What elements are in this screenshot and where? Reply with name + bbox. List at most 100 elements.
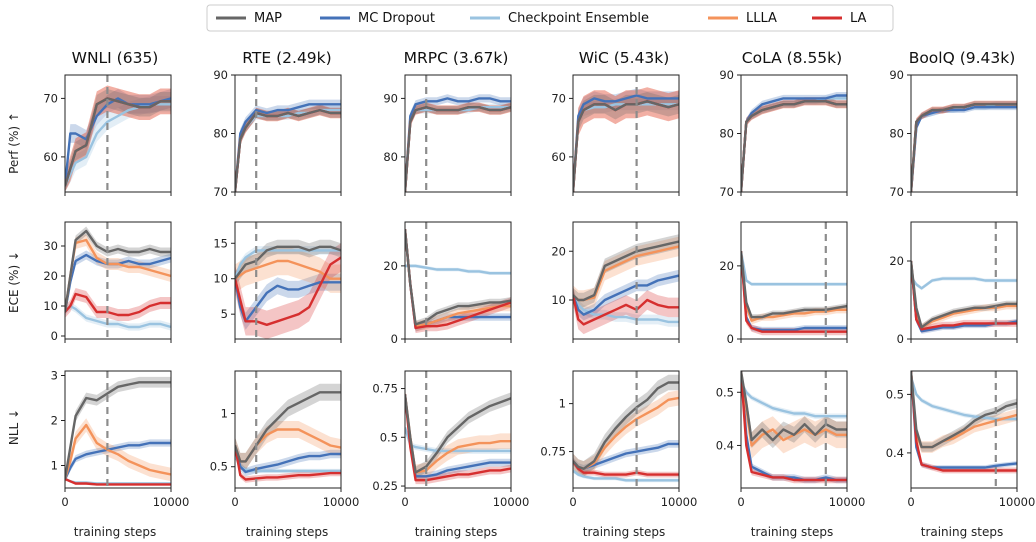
frame-ece-wnli-635 bbox=[64, 221, 172, 340]
frame-perf-rte-2-49k bbox=[234, 74, 342, 193]
line-checkpoint-ensemble-ece-boolq-9-43k bbox=[911, 275, 1017, 290]
y-tick-label-perf-wic-5-43k: 70 bbox=[551, 91, 566, 105]
line-la-nll-boolq-9-43k bbox=[911, 371, 1017, 472]
line-la-ece-boolq-9-43k bbox=[911, 260, 1017, 331]
legend-entry-map: MAP bbox=[216, 11, 282, 26]
x-axis-titles: training steps training steps training s… bbox=[74, 525, 1004, 539]
y-tick-label-perf-mrpc-3-67k: 90 bbox=[383, 91, 398, 105]
y-tick-label-nll-boolq-9-43k: 0.4 bbox=[886, 446, 904, 460]
line-mc-dropout-nll-cola-8-55k bbox=[741, 371, 847, 482]
y-tick-label-ece-mrpc-3-67k: 0 bbox=[391, 332, 398, 346]
panel-ece-wic-5-43k: 10 20 bbox=[551, 221, 680, 343]
y-tick-label-ece-wnli-635: 0 bbox=[51, 329, 58, 343]
y-tick-label-perf-boolq-9-43k: 70 bbox=[889, 185, 904, 199]
plot-area-ece-boolq-9-43k bbox=[911, 222, 1017, 339]
column-titles: WNLI (635) RTE (2.49k) MRPC (3.67k) WiC … bbox=[72, 49, 1016, 67]
band-la-ece-boolq-9-43k bbox=[911, 257, 1017, 333]
y-tick-label-perf-cola-8-55k: 90 bbox=[719, 68, 734, 82]
column-title-wic: WiC (5.43k) bbox=[579, 49, 670, 67]
line-map-perf-rte-2-49k bbox=[235, 108, 341, 192]
frame-nll-mrpc-3-67k bbox=[404, 370, 512, 489]
line-checkpoint-ensemble-perf-rte-2-49k bbox=[235, 108, 341, 192]
y-tick-label-nll-wic-5-43k: 1 bbox=[559, 397, 566, 411]
plot-area-nll-wnli-635 bbox=[65, 371, 171, 488]
panel-ece-boolq-9-43k: 0 20 bbox=[889, 221, 1018, 346]
legend-label-la: LA bbox=[850, 11, 867, 26]
legend-label-llla: LLLA bbox=[746, 11, 777, 26]
band-checkpoint-ensemble-ece-boolq-9-43k bbox=[911, 274, 1017, 291]
band-la-perf-wnli-635 bbox=[65, 85, 171, 192]
legend-entry-llla: LLLA bbox=[708, 11, 777, 26]
line-checkpoint-ensemble-nll-wic-5-43k bbox=[573, 469, 679, 482]
frame-nll-wnli-635 bbox=[64, 370, 172, 489]
band-llla-perf-mrpc-3-67k bbox=[405, 102, 511, 192]
line-mc-dropout-perf-boolq-9-43k bbox=[911, 105, 1017, 192]
x-tick-label-nll-rte-2-49k: 0 bbox=[231, 495, 238, 509]
line-llla-perf-boolq-9-43k bbox=[911, 103, 1017, 192]
frame-nll-boolq-9-43k bbox=[910, 370, 1018, 489]
line-mc-dropout-perf-cola-8-55k bbox=[741, 94, 847, 192]
band-checkpoint-ensemble-nll-boolq-9-43k bbox=[911, 374, 1017, 422]
y-tick-label-ece-mrpc-3-67k: 20 bbox=[383, 259, 398, 273]
y-tick-label-ece-wnli-635: 20 bbox=[43, 269, 58, 283]
line-mc-dropout-nll-rte-2-49k bbox=[235, 445, 341, 474]
legend: MAP MC Dropout Checkpoint Ensemble LLLA … bbox=[206, 4, 894, 32]
band-checkpoint-ensemble-perf-mrpc-3-67k bbox=[405, 103, 511, 192]
panel-nll-mrpc-3-67k: 0.25 0.5 0.75 0 10000 bbox=[372, 370, 529, 509]
band-mc-dropout-nll-wnli-635 bbox=[65, 439, 171, 483]
frame-perf-wic-5-43k bbox=[572, 74, 680, 193]
panel-ece-wnli-635: 0 10 20 30 bbox=[43, 221, 172, 343]
band-checkpoint-ensemble-nll-cola-8-55k bbox=[741, 379, 847, 419]
band-llla-ece-wnli-635 bbox=[65, 234, 171, 318]
panel-perf-wic-5-43k: 60 70 bbox=[551, 74, 680, 196]
band-mc-dropout-perf-rte-2-49k bbox=[235, 99, 341, 192]
x-tick-label-nll-cola-8-55k: 0 bbox=[737, 495, 744, 509]
plot-area-perf-boolq-9-43k bbox=[911, 100, 1017, 192]
band-llla-nll-cola-8-55k bbox=[741, 371, 847, 459]
y-tick-label-nll-wic-5-43k: 0.75 bbox=[540, 445, 566, 459]
plot-area-nll-boolq-9-43k bbox=[911, 371, 1017, 488]
x-axis-title-cola: training steps bbox=[751, 525, 834, 539]
y-tick-label-ece-rte-2-49k: 15 bbox=[213, 236, 228, 250]
plot-area-nll-wic-5-43k bbox=[573, 371, 679, 488]
band-llla-nll-rte-2-49k bbox=[235, 421, 341, 470]
panel-perf-boolq-9-43k: 70 80 90 bbox=[889, 68, 1018, 199]
frame-ece-boolq-9-43k bbox=[910, 221, 1018, 340]
y-tick-label-nll-rte-2-49k: 1 bbox=[221, 407, 228, 421]
line-mc-dropout-nll-wnli-635 bbox=[65, 441, 171, 480]
row-labels: Perf (%) ↑ ECE (%) ↓ NLL ↓ bbox=[7, 112, 21, 445]
frame-perf-mrpc-3-67k bbox=[404, 74, 512, 193]
plot-area-nll-mrpc-3-67k bbox=[405, 371, 511, 488]
plot-area-perf-cola-8-55k bbox=[741, 92, 847, 192]
line-la-perf-boolq-9-43k bbox=[911, 103, 1017, 192]
panel-nll-boolq-9-43k: 0.4 0.5 0 10000 bbox=[886, 370, 1035, 509]
line-la-perf-mrpc-3-67k bbox=[405, 105, 511, 192]
x-axis-title-wnli: training steps bbox=[74, 525, 157, 539]
line-map-perf-cola-8-55k bbox=[741, 100, 847, 192]
y-tick-label-perf-rte-2-49k: 70 bbox=[213, 185, 228, 199]
y-tick-label-nll-boolq-9-43k: 0.5 bbox=[886, 387, 904, 401]
column-title-cola: CoLA (8.55k) bbox=[742, 49, 842, 67]
x-axis-title-mrpc: training steps bbox=[415, 525, 498, 539]
legend-entry-checkpoint-ensemble: Checkpoint Ensemble bbox=[470, 11, 649, 26]
frame-nll-cola-8-55k bbox=[740, 370, 848, 489]
plot-area-ece-mrpc-3-67k bbox=[405, 222, 511, 339]
column-title-wnli: WNLI (635) bbox=[72, 49, 159, 67]
band-map-ece-boolq-9-43k bbox=[911, 257, 1017, 331]
band-checkpoint-ensemble-ece-wnli-635 bbox=[65, 302, 171, 331]
column-title-mrpc: MRPC (3.67k) bbox=[404, 49, 509, 67]
row-label-nll: NLL ↓ bbox=[7, 409, 21, 445]
line-map-nll-wic-5-43k bbox=[573, 381, 679, 470]
plot-area-ece-wnli-635 bbox=[65, 222, 171, 339]
band-llla-perf-cola-8-55k bbox=[741, 97, 847, 192]
band-llla-perf-wic-5-43k bbox=[573, 87, 679, 192]
legend-box bbox=[206, 4, 894, 32]
band-llla-ece-rte-2-49k bbox=[235, 246, 341, 293]
y-tick-label-nll-wnli-635: 2 bbox=[51, 414, 58, 428]
line-map-nll-boolq-9-43k bbox=[911, 371, 1017, 449]
band-la-perf-wic-5-43k bbox=[573, 87, 679, 192]
line-map-ece-rte-2-49k bbox=[235, 245, 341, 280]
line-map-ece-cola-8-55k bbox=[741, 251, 847, 319]
y-tick-label-perf-cola-8-55k: 70 bbox=[719, 185, 734, 199]
x-axis-title-rte: training steps bbox=[246, 525, 329, 539]
